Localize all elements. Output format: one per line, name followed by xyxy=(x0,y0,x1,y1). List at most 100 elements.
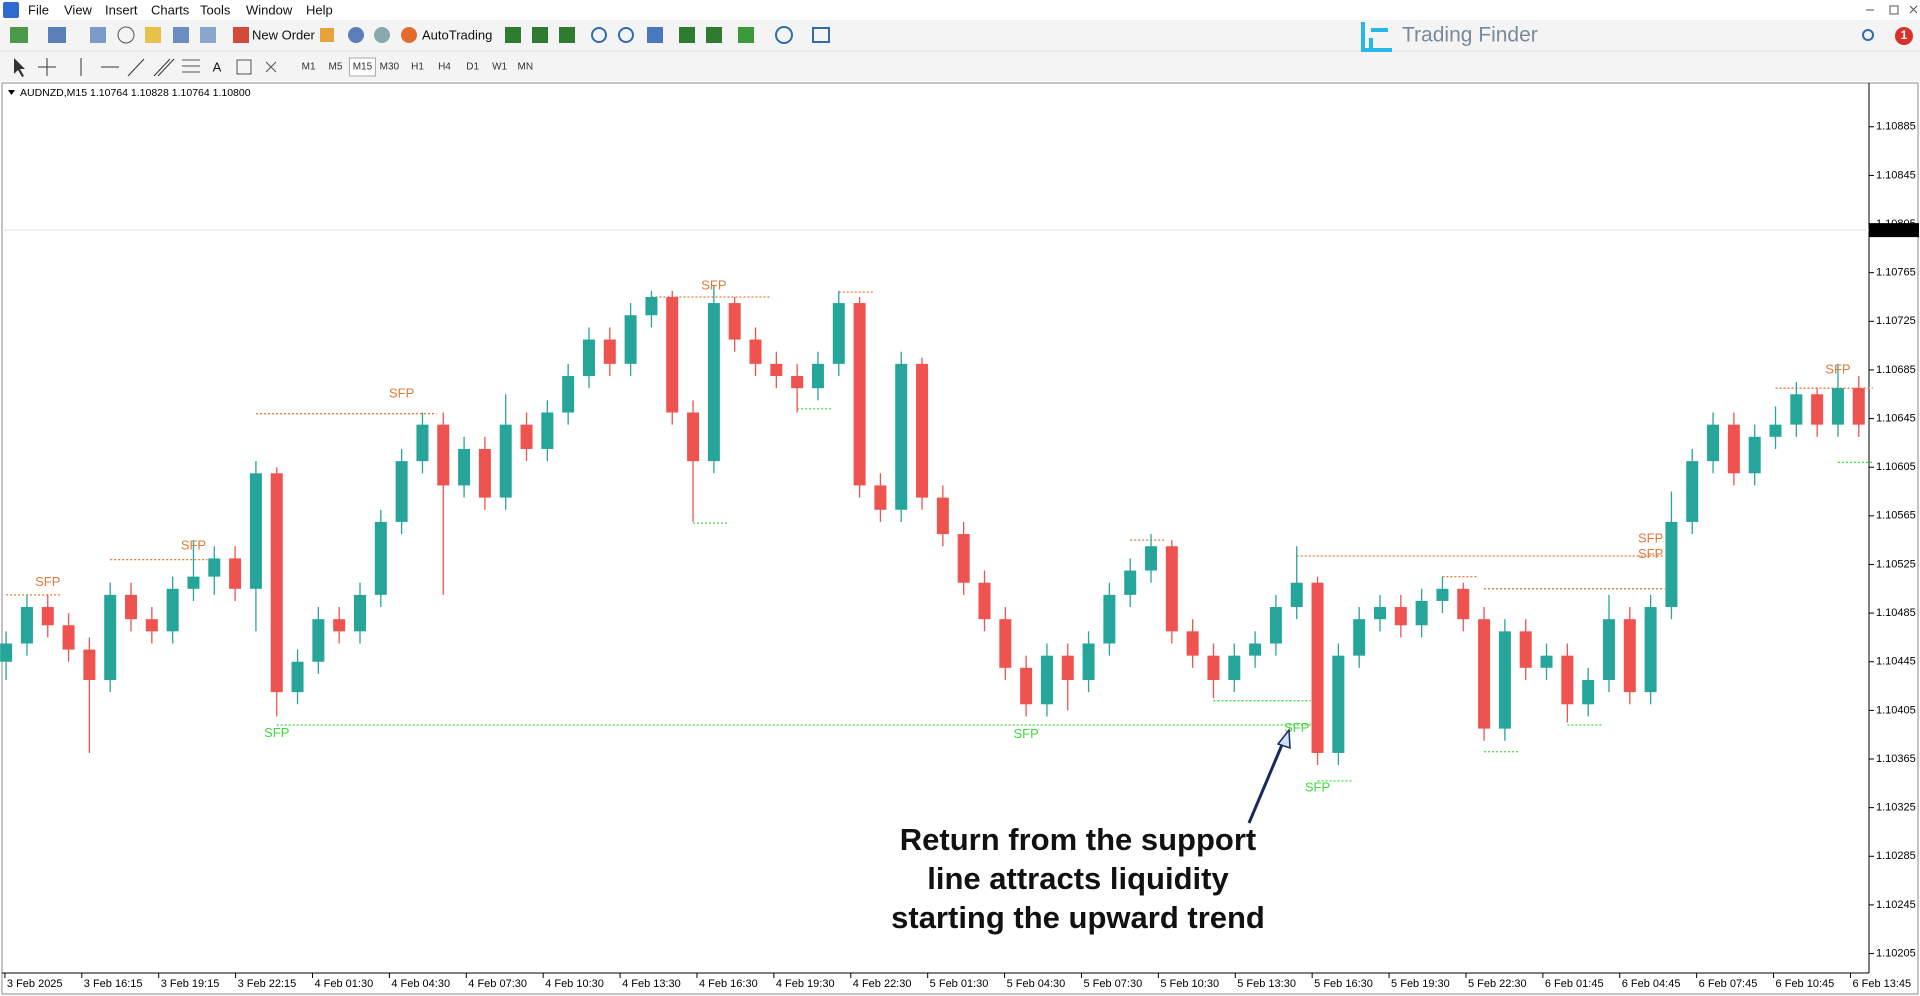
candle-body xyxy=(1582,679,1595,705)
candle-body xyxy=(1707,424,1720,462)
icon[interactable] xyxy=(145,27,161,43)
cursor-icon[interactable] xyxy=(14,58,25,77)
menu-bar xyxy=(0,0,1920,20)
crosshair-icon[interactable] xyxy=(38,58,56,76)
icon[interactable] xyxy=(10,27,28,43)
y-tick-label: 1.10885 xyxy=(1876,121,1916,133)
window-controls[interactable] xyxy=(1866,5,1918,15)
menu-item[interactable]: Help xyxy=(306,2,333,17)
y-tick-label: 1.10445 xyxy=(1876,656,1916,668)
icon[interactable] xyxy=(812,27,830,43)
icon[interactable] xyxy=(706,27,722,43)
icon[interactable] xyxy=(647,27,663,43)
timeframe-button[interactable]: D1 xyxy=(466,62,479,73)
sfp-label: SFP xyxy=(1284,720,1309,735)
candle-body xyxy=(1290,582,1303,608)
candle-body xyxy=(1519,631,1532,668)
fibo-icon[interactable] xyxy=(182,59,200,73)
x-tick-label: 5 Feb 19:30 xyxy=(1391,978,1450,990)
candle-body xyxy=(1311,582,1324,753)
icon[interactable] xyxy=(374,27,390,43)
new-order-button[interactable]: New Order xyxy=(252,27,316,42)
icon[interactable] xyxy=(200,27,216,43)
timeframe-button[interactable]: M5 xyxy=(329,62,343,73)
x-tick-label: 3 Feb 16:15 xyxy=(84,978,143,990)
candle-body xyxy=(687,412,700,462)
candle-body xyxy=(1269,607,1282,644)
autotrading-icon[interactable] xyxy=(401,27,417,43)
timeframes: M1 M5 M15 M30 H1 H4 D1 W1 MN xyxy=(302,57,534,77)
icon[interactable] xyxy=(591,27,607,43)
icon[interactable] xyxy=(775,26,793,44)
timeframe-button[interactable]: M30 xyxy=(380,62,400,73)
y-tick-label: 1.10765 xyxy=(1876,267,1916,279)
menu-item[interactable]: Tools xyxy=(200,2,231,17)
timeframe-button[interactable]: MN xyxy=(518,62,534,73)
candle-body xyxy=(229,558,242,589)
notification-count: 1 xyxy=(1901,28,1908,42)
menu-item[interactable]: Window xyxy=(246,2,293,17)
menu-item[interactable]: File xyxy=(28,2,49,17)
trendline-icon[interactable] xyxy=(127,58,145,77)
icon[interactable] xyxy=(320,28,334,42)
y-tick-label: 1.10405 xyxy=(1876,704,1916,716)
x-tick-label: 4 Feb 01:30 xyxy=(314,978,373,990)
sfp-label: SFP xyxy=(1638,546,1663,561)
x-tick-label: 5 Feb 01:30 xyxy=(930,978,989,990)
candle-body xyxy=(458,448,471,486)
candle-body xyxy=(1332,655,1345,753)
candle-body xyxy=(1602,619,1615,680)
candle-body xyxy=(208,558,221,577)
icon[interactable] xyxy=(348,27,364,43)
timeframe-button[interactable]: M15 xyxy=(353,62,373,73)
menu-item[interactable]: View xyxy=(64,2,93,17)
icon[interactable] xyxy=(738,27,754,43)
sfp-label: SFP xyxy=(264,725,289,740)
candle-body xyxy=(416,424,429,462)
icon[interactable] xyxy=(532,27,548,43)
candle-body xyxy=(1228,655,1241,680)
icon[interactable] xyxy=(48,27,66,43)
sfp-label: SFP xyxy=(181,538,206,553)
sfp-label: SFP xyxy=(35,574,60,589)
channel-icon[interactable] xyxy=(153,58,175,77)
icon[interactable] xyxy=(505,27,521,43)
candle-body xyxy=(187,576,200,589)
label-tool[interactable] xyxy=(236,59,252,75)
x-tick-label: 5 Feb 10:30 xyxy=(1160,978,1219,990)
candle-body xyxy=(1124,570,1137,595)
timeframe-button[interactable]: W1 xyxy=(492,62,507,73)
candle-body xyxy=(1207,655,1220,680)
icon[interactable] xyxy=(559,27,575,43)
autotrading-button[interactable]: AutoTrading xyxy=(422,27,492,42)
timeframe-button[interactable]: H1 xyxy=(411,62,424,73)
new-order-icon[interactable] xyxy=(233,27,249,43)
y-tick-label: 1.10605 xyxy=(1876,461,1916,473)
annotation-line: line attracts liquidity xyxy=(927,861,1229,896)
candle-body xyxy=(1415,600,1428,626)
icon[interactable] xyxy=(618,27,634,43)
timeframe-button[interactable]: H4 xyxy=(438,62,451,73)
menu-item[interactable]: Charts xyxy=(151,2,190,17)
candle-body xyxy=(645,296,658,316)
candle-body xyxy=(999,619,1012,668)
icon[interactable] xyxy=(173,27,189,43)
candle-body xyxy=(1082,643,1095,680)
icon[interactable] xyxy=(90,27,106,43)
y-tick-label: 1.10565 xyxy=(1876,510,1916,522)
x-tick-label: 3 Feb 2025 xyxy=(7,978,63,990)
candle-body xyxy=(62,625,75,650)
text-tool[interactable]: A xyxy=(213,59,222,74)
icon[interactable] xyxy=(117,26,135,44)
menu-item[interactable]: Insert xyxy=(105,2,138,17)
notification-badge[interactable] xyxy=(1895,27,1913,45)
x-tick-label: 4 Feb 16:30 xyxy=(699,978,758,990)
timeframe-button[interactable]: M1 xyxy=(302,62,316,73)
search-icon[interactable] xyxy=(1862,29,1874,41)
sfp-label: SFP xyxy=(1825,361,1850,376)
shapes-icon[interactable] xyxy=(265,61,277,73)
candle-body xyxy=(1374,607,1386,620)
candle-body xyxy=(1665,521,1678,608)
icon[interactable] xyxy=(679,27,695,43)
